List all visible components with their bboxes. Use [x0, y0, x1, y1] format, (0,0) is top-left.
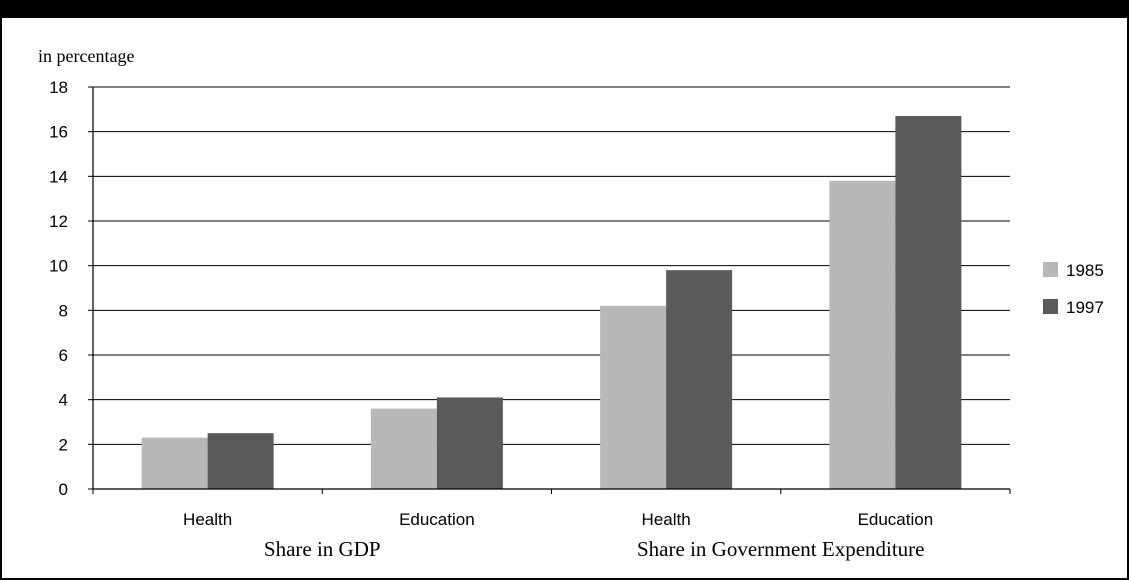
bar-1997	[207, 433, 274, 489]
legend: 1985 1997	[1043, 261, 1104, 317]
axes	[88, 86, 1011, 494]
x-tick-label: Health	[183, 510, 232, 529]
group-labels: Share in GDP Share in Government Expendit…	[264, 537, 925, 561]
y-tick-label: 16	[49, 123, 68, 142]
x-tick-label: Education	[858, 510, 934, 529]
y-tick-labels: 0 2 4 6 8 10 12 14 16 18	[49, 78, 68, 499]
legend-swatch-1985	[1043, 262, 1058, 277]
y-tick-label: 8	[59, 301, 68, 320]
bar-1985	[370, 408, 437, 489]
x-tick-label: Education	[399, 510, 475, 529]
bar-1985	[829, 180, 896, 490]
chart-frame	[0, 18, 1129, 580]
x-tick-labels: Health Education Health Education	[183, 510, 933, 529]
bar-1997	[436, 397, 503, 489]
bar-1997	[666, 270, 733, 489]
y-tick-label: 4	[59, 391, 68, 410]
bar-1985	[141, 437, 208, 489]
group-label: Share in GDP	[264, 537, 381, 561]
group-label: Share in Government Expenditure	[637, 537, 925, 561]
y-tick-label: 0	[59, 480, 68, 499]
bars	[141, 116, 962, 490]
y-tick-label: 12	[49, 212, 68, 231]
bar-1997	[895, 116, 962, 490]
bar-1985	[600, 305, 667, 489]
y-tick-label: 18	[49, 78, 68, 97]
legend-label: 1985	[1066, 261, 1104, 280]
x-tick-label: Health	[642, 510, 691, 529]
y-axis-label: in percentage	[38, 46, 134, 66]
y-tick-label: 14	[49, 167, 68, 186]
y-tick-label: 10	[49, 257, 68, 276]
legend-label: 1997	[1066, 298, 1104, 317]
legend-swatch-1997	[1043, 299, 1058, 314]
top-bar	[0, 0, 1129, 18]
y-tick-label: 6	[59, 346, 68, 365]
y-tick-label: 2	[59, 435, 68, 454]
